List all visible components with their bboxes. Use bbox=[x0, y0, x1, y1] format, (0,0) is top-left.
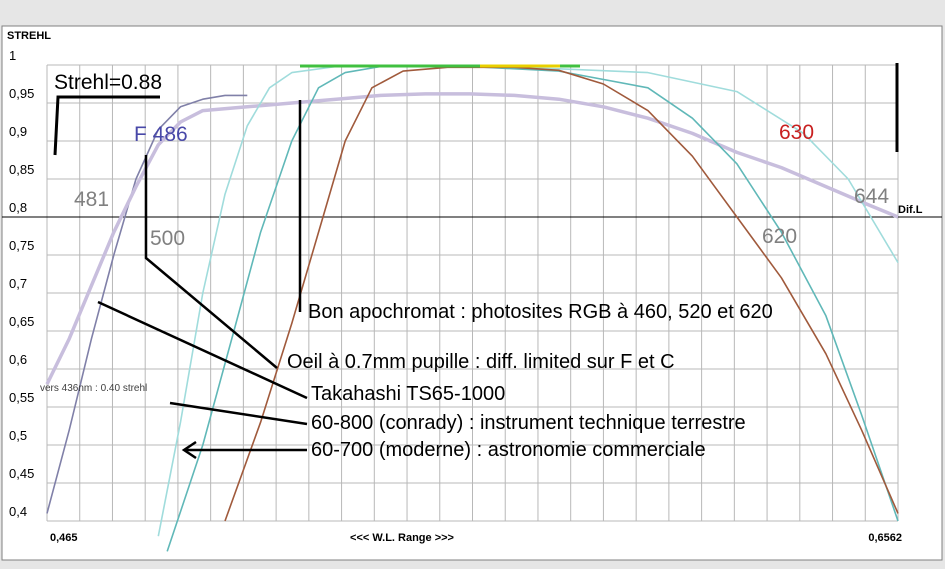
x-tick-label-min: 0,465 bbox=[50, 532, 78, 544]
annotation-takahashi: Takahashi TS65-1000 bbox=[311, 383, 505, 405]
series-line-2 bbox=[45, 92, 899, 385]
annotation-moderne: 60-700 (moderne) : astronomie commercial… bbox=[311, 439, 706, 461]
leader-line-takahashi bbox=[97, 300, 308, 400]
y-tick-label: 0,75 bbox=[9, 238, 34, 253]
y-tick-label: 0,95 bbox=[9, 86, 34, 101]
y-tick-label: 0,65 bbox=[9, 314, 34, 329]
annotation-oeil: Oeil à 0.7mm pupille : diff. limited sur… bbox=[287, 351, 675, 373]
y-tick-label: 0,6 bbox=[9, 352, 27, 367]
leader-line-oeil bbox=[144, 155, 278, 369]
leader-line-conrady bbox=[169, 401, 308, 426]
annotation-620: 620 bbox=[762, 225, 797, 248]
annotation-436nm: vers 436nm : 0.40 strehl bbox=[40, 383, 147, 394]
y-tick-label: 0,85 bbox=[9, 162, 34, 177]
arrowhead-moderne bbox=[181, 440, 197, 460]
annotation-apochromat: Bon apochromat : photosites RGB à 460, 5… bbox=[308, 301, 773, 323]
axis-labels: STREHL <<< W.L. Range >>> 0,465 0,6562 bbox=[7, 30, 902, 544]
annotation-630: 630 bbox=[779, 121, 814, 144]
annotation-481: 481 bbox=[74, 188, 109, 211]
y-tick-label: 0,45 bbox=[9, 466, 34, 481]
marker-group bbox=[53, 63, 899, 156]
leader-lines bbox=[97, 100, 308, 460]
annotation-644: 644 bbox=[854, 185, 889, 208]
reference-line-label: Dif.L bbox=[898, 204, 923, 216]
marker-strehl-088 bbox=[53, 95, 160, 156]
series-line-1 bbox=[46, 94, 248, 514]
annotation-conrady: 60-800 (conrady) : instrument technique … bbox=[311, 412, 746, 434]
y-tick-label: 0,9 bbox=[9, 124, 27, 139]
y-tick-label: 0,7 bbox=[9, 276, 27, 291]
annotations: Strehl=0.88 F 486 481 500 620 630 644 ve… bbox=[40, 71, 889, 461]
x-axis-title: <<< W.L. Range >>> bbox=[350, 532, 454, 544]
y-tick-label: 1 bbox=[9, 48, 16, 63]
y-tick-label: 0,5 bbox=[9, 428, 27, 443]
y-tick-label: 0,4 bbox=[9, 504, 27, 519]
annotation-strehl-088: Strehl=0.88 bbox=[54, 71, 162, 94]
series-line-5 bbox=[224, 66, 899, 522]
annotation-500: 500 bbox=[150, 227, 185, 250]
x-tick-label-max: 0,6562 bbox=[868, 532, 902, 544]
reference-line-group: Dif.L bbox=[2, 204, 942, 218]
y-tick-label: 0,55 bbox=[9, 390, 34, 405]
y-axis-title: STREHL bbox=[7, 30, 51, 42]
y-tick-label: 0,8 bbox=[9, 200, 27, 215]
annotation-f486: F 486 bbox=[134, 123, 188, 146]
